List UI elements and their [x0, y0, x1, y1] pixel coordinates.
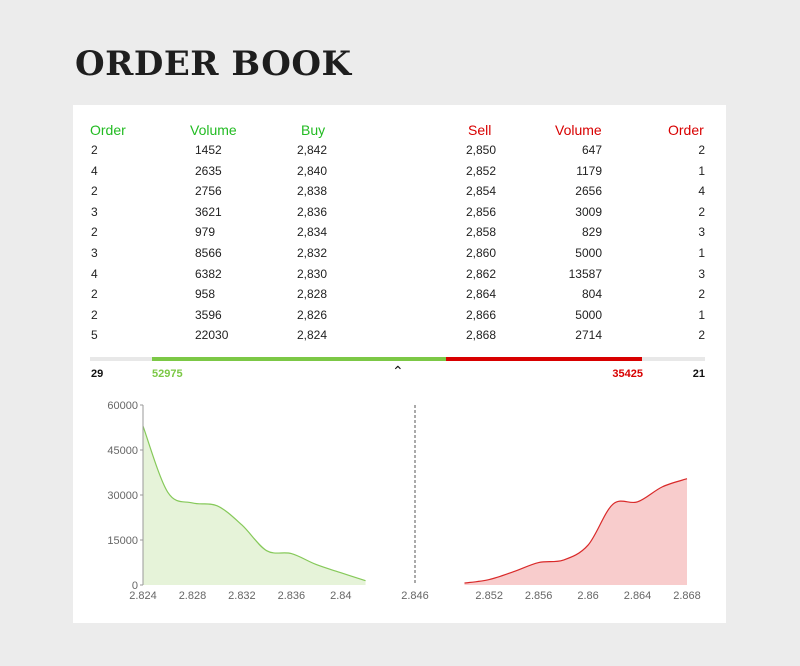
sell-order-count: 4 — [698, 184, 705, 199]
buy-volume: 958 — [195, 287, 216, 302]
page-title: ORDER BOOK — [75, 44, 352, 84]
sell-volume-total: 35425 — [612, 368, 643, 380]
buy-depth-area — [143, 426, 366, 585]
sell-orders-total: 21 — [692, 368, 705, 380]
buy-price: 2,832 — [297, 246, 328, 260]
buy-volume-bar — [152, 357, 446, 361]
sell-volume: 5000 — [575, 246, 602, 260]
y-tick-label: 60000 — [107, 400, 138, 412]
buy-volume: 3596 — [195, 307, 222, 322]
sell-order-count: 3 — [698, 266, 705, 281]
ratio-bar-track-right — [642, 357, 705, 361]
sell-price: 2,856 — [466, 204, 497, 219]
sell-volume: 1179 — [576, 163, 602, 178]
x-tick-label: 2.828 — [179, 590, 207, 602]
order-book-panel: Order Volume Buy Sell Volume Order 2 1452… — [73, 105, 726, 623]
sell-depth-line — [464, 478, 688, 584]
sell-order-count: 2 — [698, 328, 705, 343]
buy-volume: 2635 — [195, 163, 222, 178]
sell-price: 2,854 — [466, 184, 497, 199]
buy-price: 2,840 — [297, 163, 328, 178]
buy-orders-total: 29 — [91, 368, 104, 380]
sell-price: 2,860 — [466, 246, 497, 260]
buy-order-count: 2 — [91, 287, 98, 302]
x-tick-label: 2.836 — [278, 590, 306, 602]
buy-order-count: 4 — [91, 266, 98, 281]
sell-price: 2,850 — [466, 143, 497, 157]
sell-price: 2,868 — [466, 328, 497, 343]
sell-volume: 13587 — [568, 266, 602, 281]
buy-volume: 3621 — [195, 204, 222, 219]
y-tick-label: 0 — [132, 580, 138, 592]
buy-price: 2,834 — [297, 225, 328, 240]
buy-volume-header: Volume — [190, 122, 237, 138]
x-tick-label: 2.846 — [401, 590, 429, 602]
x-tick-label: 2.868 — [673, 590, 701, 602]
sell-price: 2,862 — [466, 266, 497, 281]
sell-volume: 647 — [581, 143, 602, 157]
buy-order-count: 4 — [91, 163, 98, 178]
buy-volume: 22030 — [195, 328, 229, 343]
buy-price: 2,836 — [297, 204, 328, 219]
ratio-bar-track-left — [90, 357, 152, 361]
sell-order-count: 2 — [698, 287, 705, 302]
y-tick-label: 30000 — [107, 490, 138, 502]
buy-volume: 8566 — [195, 246, 222, 260]
sell-volume-header: Volume — [555, 122, 602, 138]
sell-price: 2,852 — [466, 163, 497, 178]
x-tick-label: 2.856 — [525, 590, 553, 602]
chevron-up-icon[interactable]: ⌃ — [392, 363, 404, 379]
sell-volume: 829 — [581, 225, 602, 240]
sell-price: 2,858 — [466, 225, 497, 240]
buy-order-count: 3 — [91, 246, 98, 260]
buy-price-header: Buy — [301, 122, 326, 138]
buy-price: 2,828 — [297, 287, 328, 302]
y-tick-label: 15000 — [107, 535, 138, 547]
buy-order-count: 2 — [91, 143, 98, 157]
buy-order-count: 2 — [91, 184, 98, 199]
buy-price: 2,824 — [297, 328, 328, 343]
x-tick-label: 2.824 — [129, 590, 157, 602]
buy-order-count: 2 — [91, 307, 98, 322]
buy-price: 2,838 — [297, 184, 328, 199]
sell-volume: 3009 — [575, 204, 602, 219]
buy-price: 2,826 — [297, 307, 328, 322]
buy-volume: 1452 — [195, 143, 222, 157]
buy-volume: 2756 — [195, 184, 222, 199]
buy-depth-line — [142, 425, 366, 582]
x-tick-label: 2.84 — [330, 590, 351, 602]
buy-order-count: 5 — [91, 328, 98, 343]
sell-order-count: 2 — [698, 204, 705, 219]
x-tick-label: 2.86 — [577, 590, 598, 602]
buy-volume: 6382 — [195, 266, 222, 281]
sell-order-count: 1 — [698, 307, 705, 322]
sell-price-header: Sell — [468, 122, 492, 138]
buy-order-count: 2 — [91, 225, 98, 240]
sell-volume-bar — [446, 357, 642, 361]
sell-order-header: Order — [668, 122, 704, 138]
sell-order-count: 3 — [698, 225, 705, 240]
sell-price: 2,866 — [466, 307, 497, 322]
sell-order-count: 1 — [698, 246, 705, 260]
x-tick-label: 2.864 — [624, 590, 652, 602]
buy-price: 2,830 — [297, 266, 328, 281]
sell-depth-area — [464, 478, 687, 585]
buy-price: 2,842 — [297, 143, 328, 157]
sell-order-count: 2 — [698, 143, 705, 157]
buy-volume-total: 52975 — [152, 368, 183, 380]
x-tick-label: 2.852 — [475, 590, 503, 602]
sell-order-count: 1 — [698, 163, 705, 178]
sell-volume: 804 — [581, 287, 602, 302]
sell-volume: 2656 — [575, 184, 602, 199]
sell-price: 2,864 — [466, 287, 497, 302]
buy-volume: 979 — [195, 225, 216, 240]
x-tick-label: 2.832 — [228, 590, 256, 602]
depth-chart: 0 15000 30000 45000 60000 2.824 2.828 2.832 2.83… — [107, 400, 701, 602]
sell-volume: 5000 — [575, 307, 602, 322]
sell-volume: 2714 — [575, 328, 602, 343]
y-tick-label: 45000 — [107, 445, 138, 457]
buy-order-header: Order — [90, 122, 126, 138]
buy-order-count: 3 — [91, 204, 98, 219]
